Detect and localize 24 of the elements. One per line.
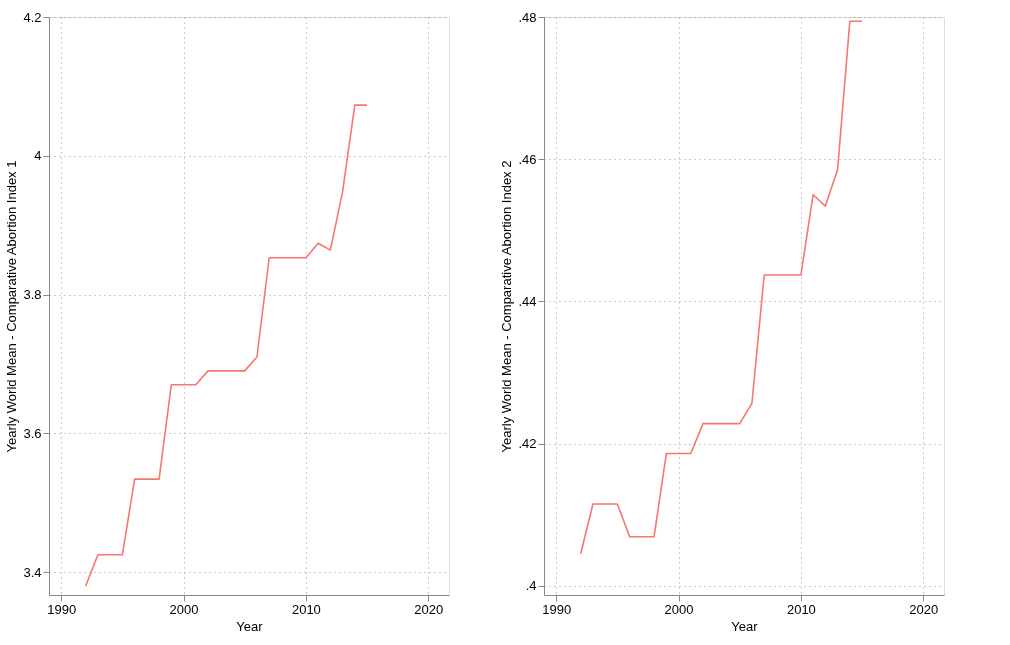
y-axis-title: Yearly World Mean - Comparative Abortion Index 1 [4, 160, 20, 453]
x-tick-label: 1990 [542, 601, 572, 617]
y-axis-title: Yearly World Mean - Comparative Abortion Index 2 [499, 160, 515, 453]
y-tick-label: .44 [518, 293, 537, 309]
y-tick-label: .46 [518, 151, 537, 167]
y-tick-label: 4 [34, 148, 42, 164]
x-tick-label: 2010 [786, 601, 816, 617]
y-tick-label: 3.6 [23, 425, 42, 441]
x-tick-label: 2000 [169, 601, 199, 617]
x-axis-title: Year [731, 618, 759, 634]
line-series [84, 104, 368, 587]
x-tick-label: 2020 [414, 601, 444, 617]
y-tick-label: .48 [518, 9, 537, 25]
line-series [579, 20, 863, 555]
y-tick-label: .42 [518, 436, 537, 452]
x-tick-label: 1990 [47, 601, 77, 617]
y-tick-label: 3.8 [23, 287, 42, 303]
x-tick-label: 2010 [291, 601, 321, 617]
y-tick-label: 4.2 [23, 9, 42, 25]
y-tick-label: 3.4 [23, 564, 42, 580]
x-tick-label: 2000 [664, 601, 694, 617]
y-tick-label: .4 [525, 578, 537, 594]
x-axis-title: Year [236, 618, 264, 634]
x-tick-label: 2020 [909, 601, 939, 617]
